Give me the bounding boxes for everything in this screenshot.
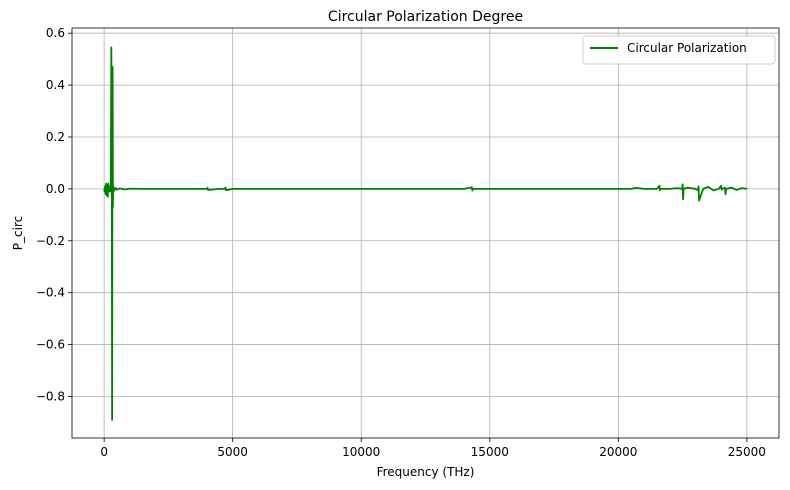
y-tick-label: 0.4 xyxy=(46,78,65,92)
y-tick-label: 0.2 xyxy=(46,130,65,144)
x-axis-label: Frequency (THz) xyxy=(377,465,475,479)
y-tick-label: 0.6 xyxy=(46,26,65,40)
x-tick-label: 15000 xyxy=(471,445,509,459)
x-tick-label: 10000 xyxy=(342,445,380,459)
y-tick-label: −0.2 xyxy=(36,234,65,248)
legend: Circular Polarization xyxy=(582,35,776,65)
plot-area xyxy=(103,46,747,421)
series-line-0 xyxy=(103,46,747,421)
y-tick-label: −0.4 xyxy=(36,286,65,300)
chart-title: Circular Polarization Degree xyxy=(328,9,523,25)
legend-box xyxy=(582,35,776,65)
y-axis: −0.8 −0.6 −0.4 −0.2 0.0 0.2 0.4 0.6 xyxy=(36,26,72,403)
y-axis-label: P_circ xyxy=(11,216,25,250)
y-tick-label: −0.6 xyxy=(36,338,65,352)
x-axis: 0 5000 10000 15000 20000 25000 xyxy=(100,438,766,459)
axes-frame xyxy=(71,27,780,439)
y-tick-label: −0.8 xyxy=(36,389,65,403)
x-tick-label: 20000 xyxy=(599,445,637,459)
y-tick-label: 0.0 xyxy=(46,182,65,196)
x-tick-label: 0 xyxy=(100,445,108,459)
legend-label: Circular Polarization xyxy=(627,41,747,55)
x-tick-label: 5000 xyxy=(217,445,248,459)
x-tick-label: 25000 xyxy=(728,445,766,459)
